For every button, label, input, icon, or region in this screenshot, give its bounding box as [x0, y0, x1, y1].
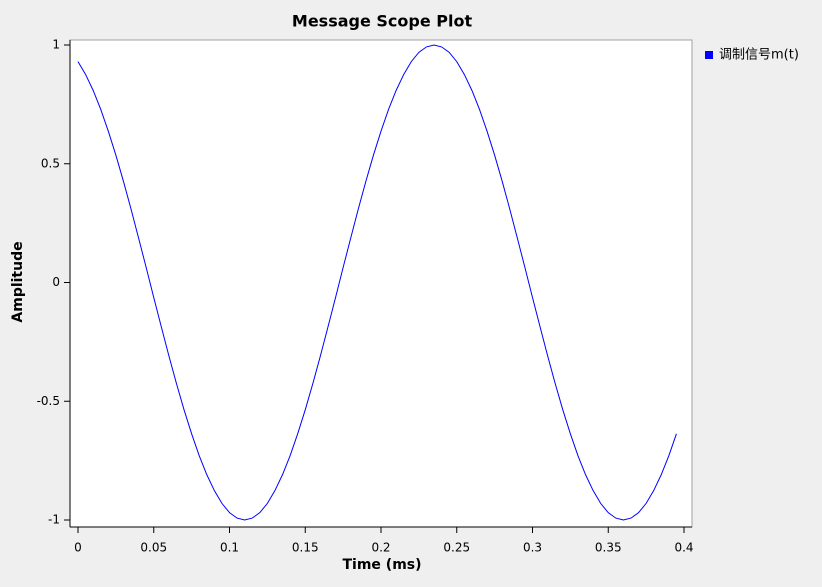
line-series [77, 44, 677, 521]
y-tick-label: 0 [52, 275, 60, 289]
legend-swatch [705, 51, 713, 59]
x-tick-label: 0.35 [595, 541, 622, 555]
x-tick-label: 0.25 [443, 541, 470, 555]
y-tick-label: 1 [52, 38, 60, 52]
x-tick-label: 0.15 [292, 541, 319, 555]
plot-area [69, 39, 693, 528]
x-axis-label: Time (ms) [342, 557, 421, 573]
y-tick-label: 0.5 [41, 156, 60, 170]
x-tick-label: 0 [74, 541, 82, 555]
legend-label: 调制信号m(t) [719, 48, 799, 63]
chart-title: Message Scope Plot [292, 12, 473, 31]
x-tick-label: 0.2 [371, 541, 390, 555]
x-tick-label: 0.1 [220, 541, 239, 555]
y-axis-label: Amplitude [10, 241, 26, 322]
x-tick-label: 0.05 [140, 541, 167, 555]
x-tick-label: 0.4 [674, 541, 693, 555]
y-tick-label: -1 [48, 513, 60, 527]
x-tick-label: 0.3 [523, 541, 542, 555]
y-tick-label: -0.5 [37, 394, 60, 408]
